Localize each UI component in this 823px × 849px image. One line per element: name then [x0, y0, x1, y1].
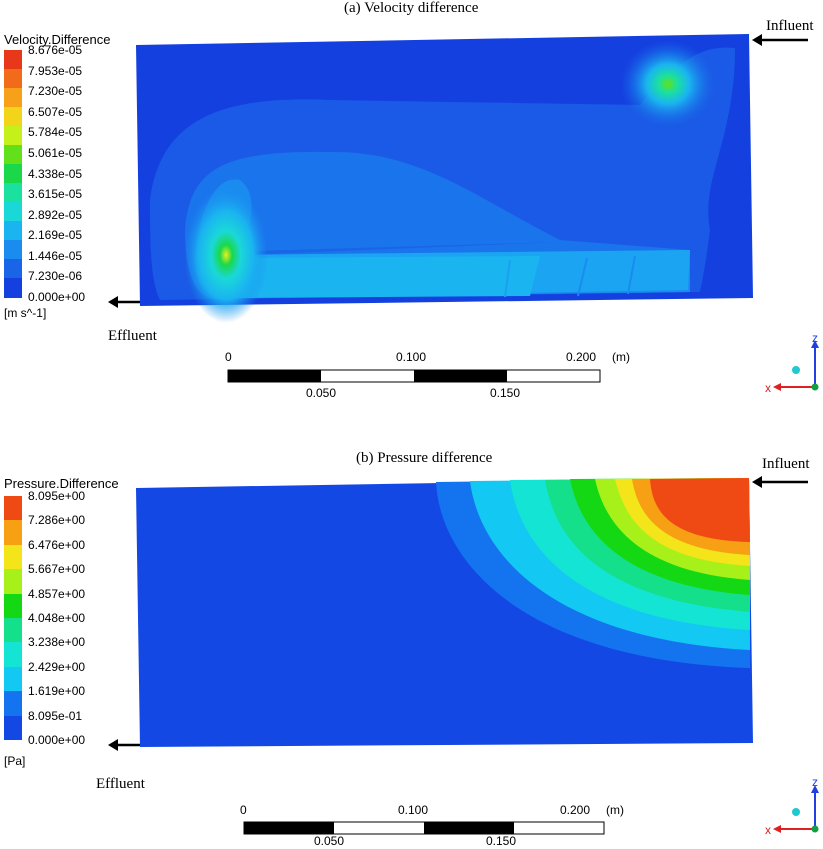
velocity-legend-tick: 7.230e-05 — [28, 84, 83, 99]
axis-a-z-label: z — [812, 331, 818, 345]
scale-b-label-0100: 0.100 — [398, 803, 429, 817]
axis-triad-a — [773, 340, 819, 391]
scale-b-unit: (m) — [606, 803, 624, 817]
effluent-label-b: Effluent — [96, 776, 145, 792]
velocity-legend-tick: 4.338e-05 — [28, 166, 83, 181]
velocity-colorbar-band — [4, 69, 22, 89]
pressure-colorbar-band — [4, 520, 22, 546]
pressure-colorbar-band — [4, 618, 22, 643]
scale-a-label-0100: 0.100 — [396, 350, 427, 364]
scale-bar-b — [243, 821, 605, 835]
velocity-colorbar-band — [4, 183, 22, 203]
velocity-colorbar-band — [4, 88, 22, 108]
pressure-colorbar-band — [4, 715, 22, 741]
velocity-legend-tick: 7.230e-06 — [28, 269, 83, 284]
pressure-legend-tick: 3.238e+00 — [28, 635, 86, 650]
pressure-legend-tick: 6.476e+00 — [28, 537, 86, 552]
velocity-colorbar-band — [4, 164, 22, 184]
influent-label-b: Influent — [762, 456, 810, 472]
velocity-colorbar-band — [4, 259, 22, 279]
velocity-colorbar-band — [4, 107, 22, 127]
velocity-legend-tick: 3.615e-05 — [28, 187, 83, 202]
velocity-legend-units: [m s^-1] — [4, 306, 47, 320]
pressure-legend-tick: 5.667e+00 — [28, 562, 86, 577]
pressure-legend-tick: 0.000e+00 — [28, 733, 86, 747]
velocity-legend-tick: 7.953e-05 — [28, 63, 83, 78]
velocity-colorbar-band — [4, 202, 22, 222]
velocity-colorbar-band — [4, 50, 22, 70]
scale-a-label-0: 0 — [225, 350, 232, 364]
velocity-colorbar-band — [4, 278, 22, 298]
axis-b-x-label: x — [765, 823, 771, 837]
scale-b-label-0: 0 — [240, 803, 247, 817]
pressure-legend-tick: 7.286e+00 — [28, 513, 86, 528]
velocity-legend-tick: 2.169e-05 — [28, 228, 83, 243]
velocity-legend-tick: 1.446e-05 — [28, 248, 83, 263]
scale-b-label-0150: 0.150 — [486, 834, 517, 848]
pressure-legend-tick: 2.429e+00 — [28, 659, 86, 674]
panel-a-title: (a) Velocity difference — [344, 0, 479, 16]
effluent-label-a: Effluent — [108, 328, 157, 344]
axis-a-x-label: x — [765, 381, 771, 395]
axis-b-z-label: z — [812, 775, 818, 789]
scale-a-label-0050: 0.050 — [306, 386, 337, 400]
pressure-colorbar-band — [4, 496, 22, 521]
velocity-legend-tick: 0.000e+00 — [28, 290, 86, 304]
pressure-legend-units: [Pa] — [4, 754, 26, 768]
velocity-legend-tick: 5.784e-05 — [28, 125, 83, 140]
scale-b-label-0050: 0.050 — [314, 834, 345, 848]
pressure-legend-title: Pressure.Difference — [4, 476, 119, 491]
influent-arrow-a — [752, 34, 808, 46]
scale-a-label-0150: 0.150 — [490, 386, 521, 400]
pressure-legend-tick: 8.095e-01 — [28, 708, 83, 723]
velocity-domain — [136, 34, 753, 323]
scale-bar-a — [227, 369, 601, 383]
velocity-legend-tick: 5.061e-05 — [28, 145, 83, 160]
pressure-colorbar-band — [4, 593, 22, 619]
velocity-legend-tick: 8.676e-05 — [28, 43, 83, 57]
influent-arrow-b — [752, 476, 808, 488]
velocity-colorbar — [4, 50, 22, 298]
axis-triad-b — [773, 785, 819, 833]
pressure-legend-tick: 4.857e+00 — [28, 586, 86, 601]
pressure-legend-tick: 4.048e+00 — [28, 611, 86, 625]
velocity-legend-tick: 6.507e-05 — [28, 104, 83, 119]
panel-b-title: (b) Pressure difference — [356, 450, 493, 466]
pressure-legend-tick: 1.619e+00 — [28, 684, 86, 699]
pressure-colorbar-band — [4, 544, 22, 570]
pressure-domain — [136, 478, 753, 747]
velocity-colorbar-band — [4, 221, 22, 241]
pressure-legend-tick: 8.095e+00 — [28, 489, 86, 503]
effluent-arrow-a — [108, 296, 140, 308]
pressure-colorbar-band — [4, 691, 22, 717]
pressure-colorbar — [4, 496, 22, 741]
scale-b-label-0200: 0.200 — [560, 803, 591, 817]
scale-a-label-0200: 0.200 — [566, 350, 597, 364]
pressure-colorbar-band — [4, 569, 22, 595]
velocity-legend-tick: 2.892e-05 — [28, 207, 83, 222]
velocity-colorbar-band — [4, 240, 22, 260]
scale-a-unit: (m) — [612, 350, 630, 364]
pressure-colorbar-band — [4, 642, 22, 668]
influent-label-a: Influent — [766, 18, 814, 34]
effluent-arrow-b — [108, 739, 140, 751]
velocity-colorbar-band — [4, 126, 22, 146]
velocity-legend-title: Velocity.Difference — [4, 32, 111, 47]
pressure-colorbar-band — [4, 666, 22, 692]
velocity-colorbar-band — [4, 145, 22, 165]
